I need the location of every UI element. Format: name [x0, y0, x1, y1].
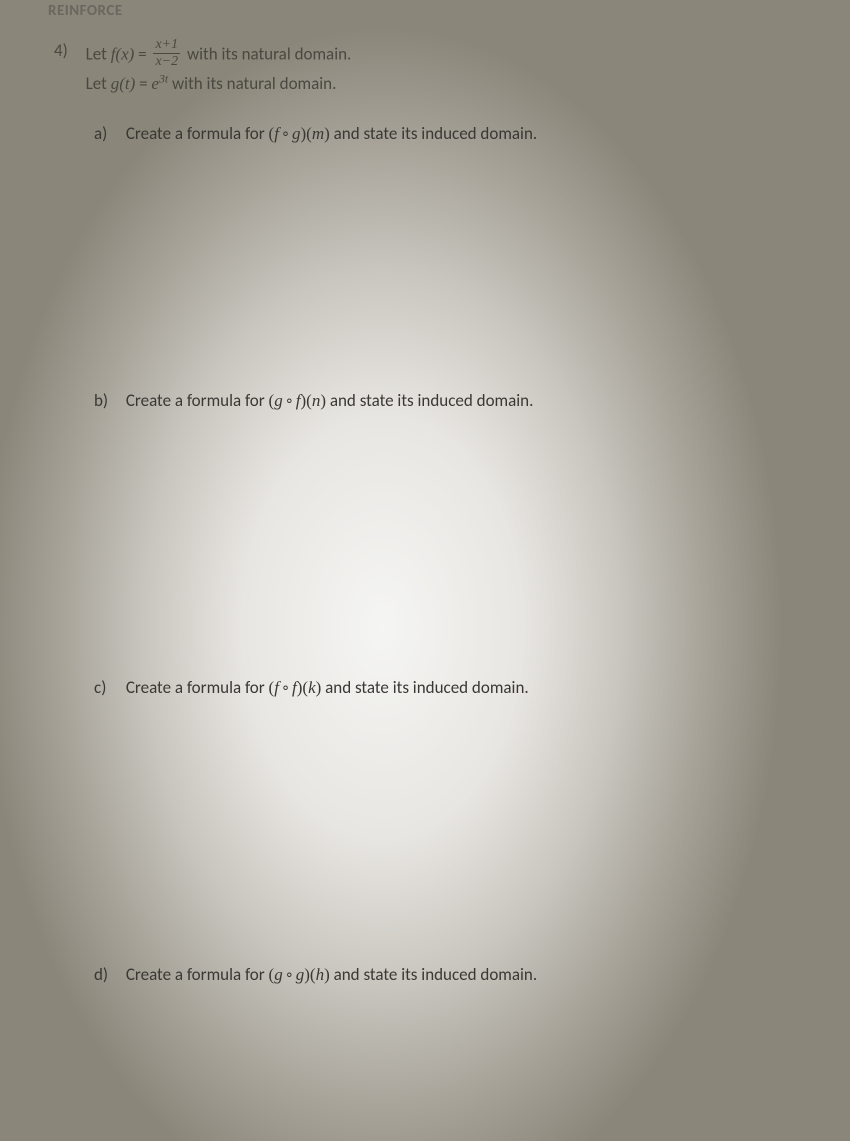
part-a-text: Create a formula for (f∘g)(m) and state … [126, 123, 537, 144]
f-fraction: x+1x−2 [153, 38, 180, 69]
part-d-post: and state its induced domain. [330, 964, 537, 985]
part-c-text: Create a formula for (f∘f)(k) and state … [126, 677, 529, 698]
part-a-post: and state its induced domain. [330, 123, 537, 144]
f-def-pre: Let [86, 44, 111, 65]
part-d: d) Create a formula for (g∘g)(h) and sta… [48, 964, 802, 985]
part-b-expr: (g∘f)(n) [269, 391, 326, 410]
part-c-label: c) [94, 677, 122, 698]
part-a-pre: Create a formula for [126, 123, 269, 144]
f-denominator: x−2 [153, 54, 180, 69]
part-c: c) Create a formula for (f∘f)(k) and sta… [48, 677, 802, 698]
section-header: REINFORCE [48, 0, 802, 20]
f-eq: = [134, 44, 150, 65]
g-eq: = [135, 73, 151, 94]
g-def-post: with its natural domain. [168, 73, 336, 94]
part-c-post: and state its induced domain. [321, 677, 528, 698]
part-c-expr: (f∘f)(k) [269, 678, 322, 697]
g-lhs: g(t) [111, 74, 136, 93]
part-a: a) Create a formula for (f∘g)(m) and sta… [48, 123, 802, 144]
part-b-pre: Create a formula for [126, 390, 269, 411]
part-b-text: Create a formula for (g∘f)(n) and state … [126, 390, 534, 411]
part-b-post: and state its induced domain. [326, 390, 533, 411]
part-d-expr: (g∘g)(h) [269, 965, 330, 984]
part-d-pre: Create a formula for [126, 964, 269, 985]
part-b: b) Create a formula for (g∘f)(n) and sta… [48, 390, 802, 411]
part-b-label: b) [94, 390, 122, 411]
part-a-label: a) [94, 123, 122, 144]
part-d-text: Create a formula for (g∘g)(h) and state … [126, 964, 537, 985]
f-numerator: x+1 [153, 38, 180, 54]
problem-4: 4) Let f(x) = x+1x−2 with its natural do… [48, 40, 802, 97]
g-rhs-base: e [151, 74, 159, 93]
g-def-pre: Let [86, 73, 111, 94]
part-a-expr: (f∘g)(m) [269, 124, 330, 143]
f-def-post: with its natural domain. [183, 44, 351, 65]
part-d-label: d) [94, 964, 122, 985]
f-lhs: f(x) [111, 45, 135, 64]
problem-statement: Let f(x) = x+1x−2 with its natural domai… [86, 40, 352, 97]
g-rhs-exp: 3t [159, 71, 168, 85]
problem-number: 4) [54, 40, 82, 61]
part-c-pre: Create a formula for [126, 677, 269, 698]
